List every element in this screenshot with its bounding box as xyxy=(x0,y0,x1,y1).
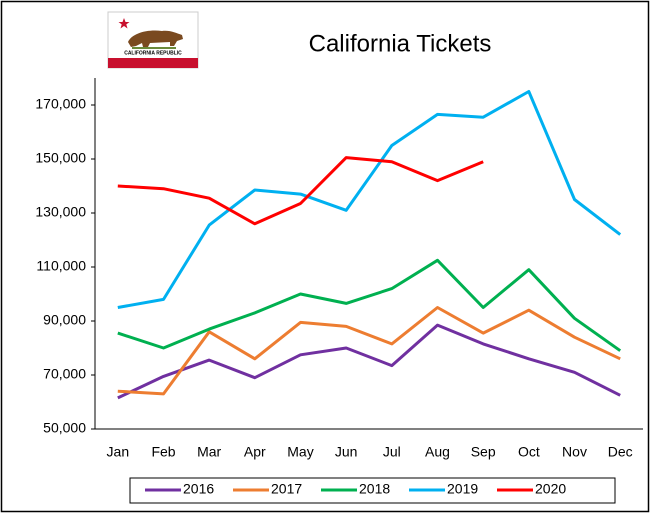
flag-grass xyxy=(132,47,176,49)
x-tick-label: Oct xyxy=(518,444,540,460)
y-tick-label: 170,000 xyxy=(35,96,86,112)
y-tick-label: 70,000 xyxy=(43,366,86,382)
x-tick-label: Aug xyxy=(425,444,450,460)
x-tick-label: Apr xyxy=(244,444,266,460)
flag-text: CALIFORNIA REPUBLIC xyxy=(124,50,182,56)
y-tick-label: 90,000 xyxy=(43,312,86,328)
legend-label: 2020 xyxy=(535,481,566,497)
x-tick-label: Sep xyxy=(471,444,496,460)
y-tick-label: 50,000 xyxy=(43,420,86,436)
chart: CALIFORNIA REPUBLIC California Tickets 5… xyxy=(0,0,651,514)
y-tick-label: 110,000 xyxy=(36,258,86,274)
chart-title: California Tickets xyxy=(309,30,492,57)
legend-label: 2019 xyxy=(447,481,478,497)
flag-stripe xyxy=(108,58,198,68)
chart-border xyxy=(2,2,649,512)
x-tick-label: Jul xyxy=(383,444,401,460)
y-tick-label: 130,000 xyxy=(35,204,86,220)
legend-label: 2018 xyxy=(359,481,390,497)
y-tick-label: 150,000 xyxy=(35,150,86,166)
x-tick-label: May xyxy=(287,444,313,460)
x-tick-label: Feb xyxy=(151,444,175,460)
legend-label: 2016 xyxy=(183,481,214,497)
legend-label: 2017 xyxy=(271,481,302,497)
x-tick-label: Jun xyxy=(335,444,358,460)
x-tick-label: Nov xyxy=(562,444,587,460)
x-tick-label: Jan xyxy=(107,444,130,460)
flag: CALIFORNIA REPUBLIC xyxy=(108,12,198,68)
x-tick-label: Dec xyxy=(608,444,633,460)
x-tick-label: Mar xyxy=(197,444,221,460)
